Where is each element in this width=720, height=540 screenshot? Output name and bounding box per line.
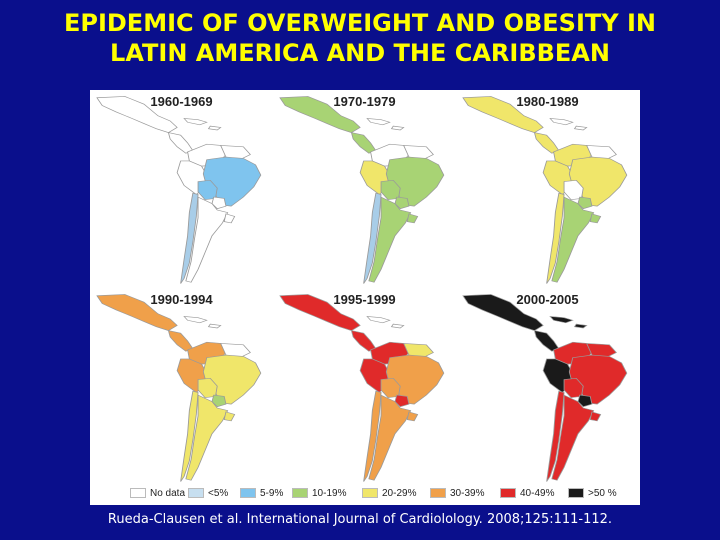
- legend-label: 10-19%: [312, 488, 347, 499]
- legend-swatch: [292, 488, 308, 499]
- map-svg: [279, 96, 445, 284]
- legend-item: 10-19%: [292, 488, 346, 499]
- map-panel-1960-1969: 1960-1969: [90, 90, 273, 290]
- region-central: [533, 330, 560, 352]
- region-north: [586, 343, 617, 359]
- region-caribbean: [549, 117, 588, 131]
- map-panel-1980-1989: 1980-1989: [456, 90, 639, 290]
- region-chile: [546, 390, 565, 482]
- map-svg: [462, 294, 628, 482]
- legend-swatch: [130, 488, 146, 499]
- legend-swatch: [568, 488, 584, 499]
- region-argentina: [551, 196, 595, 283]
- region-uruguay: [589, 213, 602, 224]
- legend-swatch: [362, 488, 378, 499]
- region-central: [533, 132, 560, 154]
- region-chile: [546, 192, 565, 284]
- region-paraguay: [577, 394, 593, 408]
- panel-year-label: 1995-1999: [333, 292, 396, 307]
- legend-label: No data: [150, 488, 186, 499]
- region-north: [403, 145, 434, 161]
- legend-item: 5-9%: [240, 488, 283, 499]
- citation: Rueda-Clausen et al. International Journ…: [107, 512, 613, 527]
- slide-title: EPIDEMIC OF OVERWEIGHT AND OBESITY IN LA…: [0, 8, 720, 68]
- legend-label: 40-49%: [520, 488, 555, 499]
- legend-label: 20-29%: [382, 488, 417, 499]
- region-central: [350, 330, 377, 352]
- map-svg: [462, 96, 628, 284]
- region-north: [220, 145, 251, 161]
- map-svg: [279, 294, 445, 482]
- region-uruguay: [406, 411, 419, 422]
- region-argentina: [551, 394, 595, 481]
- region-caribbean: [366, 315, 405, 329]
- region-uruguay: [223, 213, 236, 224]
- legend-label: 30-39%: [450, 488, 485, 499]
- region-paraguay: [211, 196, 227, 210]
- legend-label: 5-9%: [260, 488, 284, 499]
- legend-item: >50 %: [568, 488, 617, 499]
- panel-year-label: 1970-1979: [333, 94, 396, 109]
- region-chile: [363, 192, 382, 284]
- map-panel-2000-2005: 2000-2005: [456, 288, 639, 488]
- legend-item: 40-49%: [500, 488, 554, 499]
- region-paraguay: [211, 394, 227, 408]
- panel-year-label: 1960-1969: [150, 94, 213, 109]
- region-argentina: [185, 394, 229, 481]
- region-uruguay: [223, 411, 236, 422]
- region-north: [586, 145, 617, 161]
- region-central: [350, 132, 377, 154]
- region-paraguay: [394, 394, 410, 408]
- region-central: [167, 330, 194, 352]
- map-panel-1995-1999: 1995-1999: [273, 288, 456, 488]
- legend-item: 20-29%: [362, 488, 416, 499]
- map-panel-1970-1979: 1970-1979: [273, 90, 456, 290]
- legend-swatch: [240, 488, 256, 499]
- panel-year-label: 1980-1989: [516, 94, 579, 109]
- legend-item: No data: [130, 488, 185, 499]
- region-caribbean: [183, 117, 222, 131]
- legend-swatch: [430, 488, 446, 499]
- map-svg: [96, 96, 262, 284]
- region-chile: [363, 390, 382, 482]
- legend-label: >50 %: [588, 488, 617, 499]
- region-caribbean: [366, 117, 405, 131]
- legend-item: 30-39%: [430, 488, 484, 499]
- region-north: [220, 343, 251, 359]
- region-argentina: [368, 196, 412, 283]
- region-chile: [180, 390, 199, 482]
- panel-year-label: 2000-2005: [516, 292, 579, 307]
- region-chile: [180, 192, 199, 284]
- region-paraguay: [577, 196, 593, 210]
- region-paraguay: [394, 196, 410, 210]
- map-svg: [96, 294, 262, 482]
- region-caribbean: [183, 315, 222, 329]
- region-caribbean: [549, 315, 588, 329]
- panel-year-label: 1990-1994: [150, 292, 213, 307]
- legend-swatch: [188, 488, 204, 499]
- region-uruguay: [589, 411, 602, 422]
- region-argentina: [185, 196, 229, 283]
- region-uruguay: [406, 213, 419, 224]
- legend-item: <5%: [188, 488, 228, 499]
- region-argentina: [368, 394, 412, 481]
- region-central: [167, 132, 194, 154]
- legend-label: <5%: [208, 488, 229, 499]
- title-line-1: EPIDEMIC OF OVERWEIGHT AND OBESITY IN: [63, 9, 657, 37]
- map-figure: 1960-1969 1970-1979 1980-1989 1990-1994 1995…: [90, 90, 640, 505]
- legend-swatch: [500, 488, 516, 499]
- map-panel-1990-1994: 1990-1994: [90, 288, 273, 488]
- region-north: [403, 343, 434, 359]
- title-line-2: LATIN AMERICA AND THE CARIBBEAN: [110, 39, 610, 67]
